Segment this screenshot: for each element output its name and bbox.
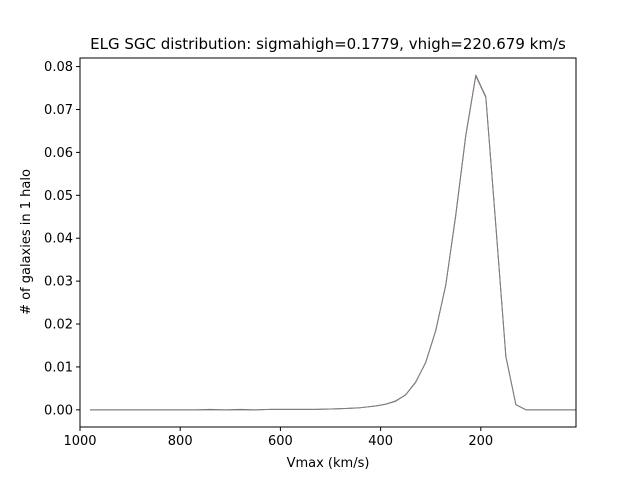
x-axis: 1000 800 600 400 200	[63, 427, 493, 449]
y-tick-label: 0.02	[44, 318, 73, 333]
x-tick-label: 1000	[63, 434, 96, 449]
plot-frame	[79, 57, 577, 428]
x-tick-label: 800	[168, 434, 193, 449]
y-tick-label: 0.06	[44, 146, 73, 161]
y-axis-label: # of galaxies in 1 halo	[19, 169, 34, 315]
y-tick-label: 0.01	[44, 360, 73, 375]
y-tick-label: 0.00	[44, 403, 73, 418]
y-tick-label: 0.04	[44, 232, 73, 247]
x-tick-label: 600	[268, 434, 293, 449]
y-tick-label: 0.08	[44, 60, 73, 75]
y-tick-label: 0.03	[44, 275, 73, 290]
y-tick-label: 0.05	[44, 189, 73, 204]
y-tick-label: 0.07	[44, 103, 73, 118]
x-tick-label: 200	[468, 434, 493, 449]
plot-lines	[90, 74, 576, 411]
x-axis-label: Vmax (km/s)	[287, 456, 370, 471]
series-line-2	[90, 75, 576, 411]
y-axis: 0.00 0.01 0.02 0.03 0.04 0.05 0.06 0.07 0.08	[44, 60, 80, 418]
x-tick-label: 400	[368, 434, 393, 449]
chart-title: ELG SGC distribution: sigmahigh=0.1779, …	[90, 35, 566, 53]
